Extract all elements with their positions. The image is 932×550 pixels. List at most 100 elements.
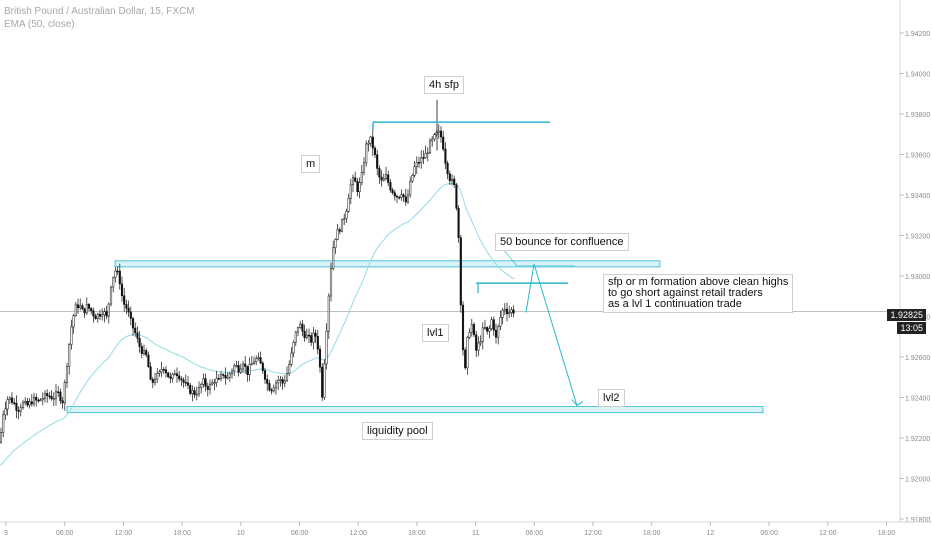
note-lvl1[interactable]: lvl1 <box>422 324 449 342</box>
candle-body <box>263 370 267 380</box>
candle-body <box>360 171 363 183</box>
candle-body <box>83 308 86 314</box>
candle-body <box>404 196 407 203</box>
candle-body <box>43 393 47 399</box>
candle-body <box>417 162 421 164</box>
candle-body <box>140 346 143 354</box>
note-plan[interactable]: sfp or m formation above clean highs to … <box>603 274 794 313</box>
candle-body <box>292 341 295 354</box>
candle-body <box>191 390 194 394</box>
candle-body <box>24 400 27 403</box>
candle-body <box>131 318 135 329</box>
candle-body <box>46 393 49 397</box>
price-tick-label: 1.93200 <box>905 234 930 241</box>
price-tick-label: 1.91800 <box>905 517 930 524</box>
candle-body <box>382 178 385 181</box>
candle-body <box>70 326 73 345</box>
candle-body <box>72 315 75 328</box>
candle-body <box>437 130 440 133</box>
countdown-tag: 13:05 <box>897 322 926 334</box>
candle-body <box>219 374 223 379</box>
candle-body <box>272 387 275 392</box>
time-tick-label: 12 <box>707 530 715 537</box>
candle-body <box>305 334 308 338</box>
candle-body <box>151 379 154 383</box>
candle-body <box>354 177 357 182</box>
price-tick-label: 1.92200 <box>905 436 930 443</box>
candle-body <box>415 162 418 168</box>
candle-body <box>241 363 245 370</box>
candle-body <box>21 402 25 408</box>
candle-body <box>512 309 515 314</box>
candle-body <box>470 324 473 333</box>
time-tick-label: 9 <box>4 530 8 537</box>
candle-body <box>376 154 379 169</box>
projection-path <box>525 263 578 406</box>
candle-body <box>180 378 183 381</box>
time-tick-label: 12:00 <box>349 530 367 537</box>
candle-body <box>329 268 333 297</box>
note-lvl2[interactable]: lvl2 <box>598 389 625 407</box>
candle-body <box>79 305 82 309</box>
note-m[interactable]: m <box>301 155 321 173</box>
candle-body <box>356 181 359 192</box>
candle-body <box>400 194 403 198</box>
candle-body <box>303 330 306 338</box>
ema-line <box>0 183 515 466</box>
level-lines <box>372 121 575 294</box>
candle-body <box>338 229 341 232</box>
price-tick-label: 1.92400 <box>905 396 930 403</box>
candle-body <box>206 386 209 390</box>
candle-body <box>389 182 392 191</box>
candle-body <box>411 175 414 182</box>
candle-body <box>197 387 201 395</box>
candle-body <box>318 348 322 368</box>
candle-body <box>406 194 410 203</box>
candle-body <box>171 374 174 379</box>
candle-body <box>316 336 319 350</box>
candle-body <box>156 372 159 380</box>
time-tick-label: 11 <box>472 530 479 537</box>
candle-body <box>307 334 311 337</box>
price-tick-label: 1.93000 <box>905 274 930 281</box>
candle-body <box>334 239 337 248</box>
candle-body <box>237 365 240 373</box>
price-axis[interactable]: 1.94200 1.94000 1.93800 1.93600 1.93400 1.932… <box>899 0 930 524</box>
candle-body <box>455 184 458 209</box>
candle-body <box>371 136 374 149</box>
candle-body <box>138 337 141 347</box>
candle-body <box>74 304 77 316</box>
candle-body <box>30 401 33 405</box>
note-4h-sfp[interactable]: 4h sfp <box>424 76 464 94</box>
candle-body <box>195 393 198 396</box>
candle-body <box>433 134 436 140</box>
candle-body <box>107 303 110 317</box>
candle-body <box>477 342 480 351</box>
note-50-bounce[interactable]: 50 bounce for confluence <box>495 233 629 251</box>
candle-body <box>384 174 388 180</box>
candle-body <box>420 157 423 163</box>
candle-body <box>61 400 64 404</box>
candle-body <box>347 198 350 212</box>
note-liquidity-pool[interactable]: liquidity pool <box>362 422 433 440</box>
candle-body <box>145 350 148 356</box>
candle-body <box>257 357 260 359</box>
candle-body <box>85 304 88 314</box>
candle-body <box>2 414 5 433</box>
candle-body <box>17 409 20 412</box>
time-axis[interactable]: 9 06:00 12:00 18:00 10 06:00 12:00 18:00 11 06:00… <box>0 521 932 537</box>
candle-body <box>200 384 203 388</box>
candle-body <box>479 341 482 344</box>
candle-body <box>398 196 401 199</box>
candle-body <box>281 379 284 384</box>
candle-body <box>488 328 491 332</box>
candle-body <box>28 401 31 406</box>
candle-body <box>116 270 119 273</box>
candle-body <box>475 334 478 351</box>
candle-body <box>230 370 234 375</box>
candle-body <box>252 361 256 364</box>
candle-body <box>235 365 238 367</box>
candle-body <box>52 398 55 400</box>
candle-body <box>6 399 9 410</box>
